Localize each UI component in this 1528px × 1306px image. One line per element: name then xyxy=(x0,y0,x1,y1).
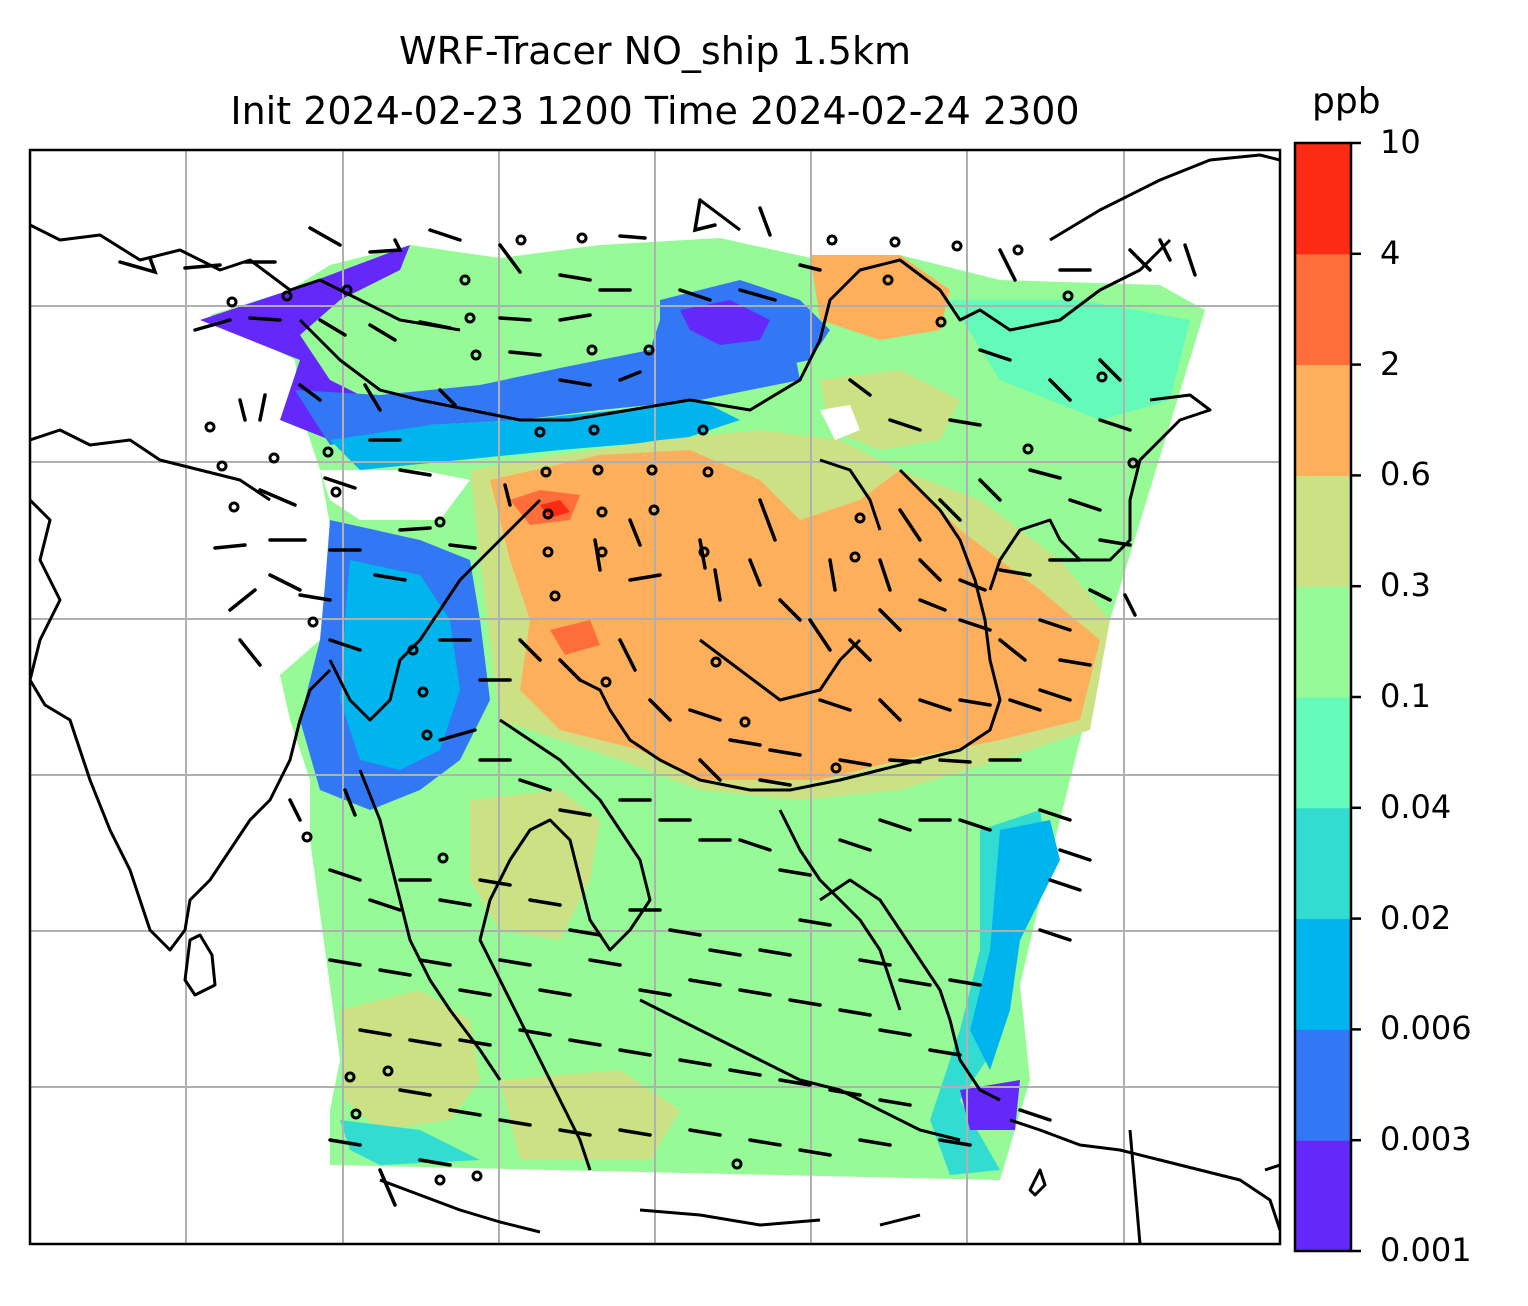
wind-barbs xyxy=(118,198,1197,1207)
calm-wind-markers xyxy=(204,232,1139,1186)
colorbar-bin xyxy=(1295,253,1351,366)
colorbar-units: ppb xyxy=(1312,81,1381,122)
coastlines xyxy=(30,153,1280,1244)
map-frame xyxy=(28,148,1282,1246)
colorbar-bin xyxy=(1295,1140,1351,1252)
colorbar-tick-label: 2 xyxy=(1380,344,1401,383)
red-hotspot-3 xyxy=(540,500,570,518)
colorbar-bin xyxy=(1295,475,1351,587)
purple-northeast xyxy=(680,300,770,345)
colorbar-bin xyxy=(1295,1029,1351,1141)
colorbar-tick-label: 10 xyxy=(1380,123,1421,161)
colorbar-bin xyxy=(1295,143,1351,255)
colorbar-tick-label: 0.6 xyxy=(1380,455,1431,494)
colorbar-tick-label: 0.02 xyxy=(1380,898,1452,937)
cyan-band-north xyxy=(330,400,740,470)
gridlines xyxy=(30,150,1280,1244)
colorbar-tick-label: 4 xyxy=(1380,233,1401,272)
blue-east-coast xyxy=(970,820,1060,1070)
colorbar-tick-label: 0.001 xyxy=(1380,1231,1472,1269)
purple-fringe-north xyxy=(200,245,410,440)
purple-southeast xyxy=(960,1080,1020,1130)
colorbar-bin xyxy=(1295,586,1351,698)
yellow-midsouth xyxy=(500,1070,680,1160)
colorbar-tick-label: 0.006 xyxy=(1380,1009,1472,1048)
colorbar-tick-label: 0.04 xyxy=(1380,787,1452,826)
colorbar-bin xyxy=(1295,918,1351,1030)
colorbar-bin xyxy=(1295,807,1351,920)
map-title-line-1: WRF-Tracer NO_ship 1.5km xyxy=(399,29,911,73)
colorbar-tick-label: 0.3 xyxy=(1380,566,1431,605)
yellow-south xyxy=(340,990,480,1130)
white-gap-1 xyxy=(820,405,860,440)
yellow-peninsula xyxy=(470,790,600,940)
colorbar-bin xyxy=(1295,364,1351,476)
orange-northeast xyxy=(810,255,950,340)
colorbar-tick-label: 0.1 xyxy=(1380,677,1431,715)
white-gap-2 xyxy=(320,470,470,520)
cyan-southwest xyxy=(340,1120,480,1165)
colorbar-tick-label: 0.003 xyxy=(1380,1120,1472,1159)
colorbar-bin xyxy=(1295,697,1351,809)
red-hotspot-2 xyxy=(550,620,600,655)
map-title-line-2: Init 2024-02-23 1200 Time 2024-02-24 230… xyxy=(230,89,1080,133)
